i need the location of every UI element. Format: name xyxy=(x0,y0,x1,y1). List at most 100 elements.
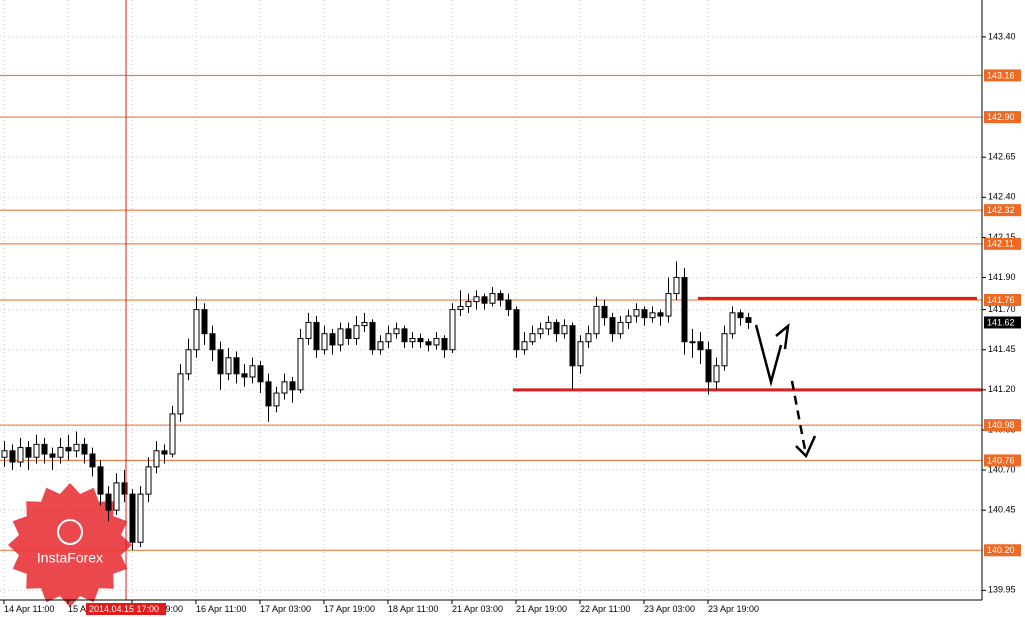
candle-body xyxy=(345,328,352,340)
y-tick-label: 142.15 xyxy=(988,232,1016,242)
level-label: 142.11 xyxy=(987,239,1014,249)
level-label: 141.76 xyxy=(987,295,1015,305)
x-tick-label: 23 Apr 19:00 xyxy=(708,604,759,614)
candle-body xyxy=(561,325,568,335)
candle-body xyxy=(41,443,48,455)
candle-body xyxy=(113,482,120,511)
candle-body xyxy=(721,333,728,367)
candle-body xyxy=(9,450,16,463)
y-tick-label: 141.45 xyxy=(988,344,1016,354)
candle-body xyxy=(273,392,280,407)
level-label: 143.16 xyxy=(987,70,1015,80)
x-tick-label: 21 Apr 03:00 xyxy=(452,604,503,614)
candle-body xyxy=(673,277,680,295)
arrow-path-dashed xyxy=(790,380,808,456)
candles xyxy=(1,261,752,551)
y-tick-label: 140.45 xyxy=(988,505,1016,515)
candle-body xyxy=(385,333,392,343)
candle-body xyxy=(297,338,304,391)
candle-body xyxy=(353,325,360,340)
candle-body xyxy=(337,328,344,346)
candle-body xyxy=(529,333,536,343)
candle-body xyxy=(513,309,520,351)
candle-body xyxy=(521,341,528,351)
level-label-box xyxy=(984,204,1021,217)
logo-icon xyxy=(57,519,83,545)
candle-body xyxy=(49,453,56,458)
candle-body xyxy=(17,447,24,463)
candle-body xyxy=(33,443,40,458)
last-price-label: 141.62 xyxy=(987,317,1015,327)
level-label: 142.90 xyxy=(987,112,1015,122)
candle-body xyxy=(361,321,368,327)
candle-body xyxy=(657,312,664,317)
watermark-logo: InstaForex xyxy=(8,483,132,607)
candle-body xyxy=(129,493,136,543)
candle-body xyxy=(585,333,592,343)
x-tick-label: 17 Apr 03:00 xyxy=(260,604,311,614)
y-tick-label: 141.70 xyxy=(988,304,1016,314)
crosshair-label: 2014.04.15 17:00 xyxy=(89,604,159,614)
level-label-box xyxy=(984,419,1021,432)
candle-body xyxy=(121,482,128,495)
candle-body xyxy=(57,447,64,458)
candle-body xyxy=(313,321,320,351)
candle-body xyxy=(473,296,480,303)
candle-body xyxy=(457,305,464,311)
level-label-box xyxy=(984,454,1021,467)
arrow-head xyxy=(795,435,817,459)
candle-body xyxy=(209,333,216,351)
candle-body xyxy=(329,333,336,346)
candle-body xyxy=(649,312,656,319)
candle-body xyxy=(249,365,256,378)
crosshair-box xyxy=(86,603,166,615)
candle-body xyxy=(193,309,200,351)
candle-body xyxy=(257,365,264,383)
candle-body xyxy=(689,341,696,344)
candle-body xyxy=(545,321,552,330)
candle-body xyxy=(73,443,80,452)
x-tick-label: 14 Apr 11:00 xyxy=(4,604,54,614)
level-label-box xyxy=(984,111,1021,124)
candle-body xyxy=(241,373,248,378)
candle-body xyxy=(505,299,512,311)
candle-body xyxy=(153,450,160,468)
forecast-arrows xyxy=(754,322,817,459)
candle-body xyxy=(289,381,296,391)
candle-body xyxy=(465,301,472,307)
candle-body xyxy=(441,338,448,351)
candle-body xyxy=(601,305,608,319)
x-tick-label: 18 Apr 11:00 xyxy=(388,604,438,614)
level-label: 140.20 xyxy=(987,545,1015,555)
candle-body xyxy=(409,338,416,343)
level-label-box xyxy=(984,544,1021,557)
candle-body xyxy=(537,328,544,335)
candle-body xyxy=(433,338,440,346)
candle-body xyxy=(137,493,144,543)
y-tick-label: 142.40 xyxy=(988,192,1016,202)
candle-body xyxy=(713,365,720,383)
candle-body xyxy=(705,349,712,383)
x-tick-label: 17 Apr 19:00 xyxy=(324,604,375,614)
arrow-head xyxy=(775,322,790,350)
candle-body xyxy=(745,317,752,323)
candle-body xyxy=(1,450,8,458)
candle-body xyxy=(201,309,208,335)
candle-body xyxy=(697,341,704,351)
candle-body xyxy=(321,333,328,351)
candle-body xyxy=(569,325,576,367)
watermark-text: InstaForex xyxy=(37,550,103,566)
candle-body xyxy=(233,357,240,375)
level-label-box xyxy=(984,69,1021,82)
candle-body xyxy=(369,321,376,351)
candle-body xyxy=(489,293,496,304)
level-label: 140.98 xyxy=(987,420,1015,430)
candle-body xyxy=(617,321,624,335)
candle-body xyxy=(577,341,584,367)
x-tick-label: 21 Apr 19:00 xyxy=(516,604,567,614)
y-tick-label: 139.95 xyxy=(988,585,1016,595)
level-label-box xyxy=(984,237,1021,250)
candle-body xyxy=(625,315,632,323)
candle-body xyxy=(97,466,104,495)
candle-body xyxy=(105,493,112,511)
